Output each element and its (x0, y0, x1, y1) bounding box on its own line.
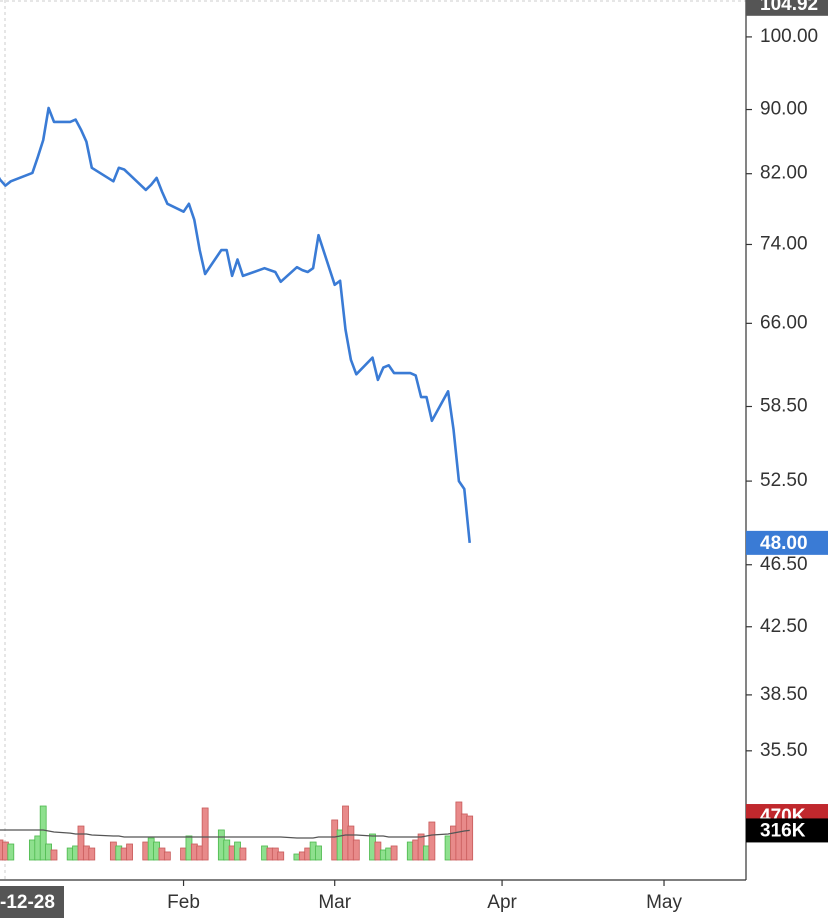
volume-bar (277, 851, 285, 861)
volume-bar (390, 845, 398, 861)
volume-bar (428, 821, 436, 861)
y-tick-label: 38.50 (760, 684, 808, 705)
plot-area (0, 106, 474, 861)
x-tick-label: Mar (318, 892, 351, 913)
price-line (0, 106, 471, 544)
x-tick-label: Feb (167, 892, 200, 913)
value-badge-label: 48.00 (760, 533, 808, 554)
x-tick-label: May (646, 892, 682, 913)
value-badge-label: 316K (760, 820, 806, 841)
volume-bar (88, 847, 96, 861)
volume-bar (352, 839, 360, 861)
value-badge (746, 818, 828, 843)
volume-bar (466, 815, 474, 861)
value-badge (746, 0, 828, 16)
y-tick-label: 74.00 (760, 233, 808, 254)
y-tick-label: 90.00 (760, 99, 808, 120)
x-tick-label: -12-28 (0, 892, 55, 913)
y-tick-label: 46.50 (760, 554, 808, 575)
value-badge-label: 104.92 (760, 0, 818, 15)
volume-bar (239, 847, 247, 861)
volume-bar (163, 851, 171, 861)
x-tick-label: Apr (487, 892, 517, 913)
y-tick-label: 66.00 (760, 312, 808, 333)
y-tick-label: 82.00 (760, 163, 808, 184)
volume-bar (315, 845, 322, 861)
y-tick-label: 35.50 (760, 740, 808, 761)
volume-bar (77, 825, 85, 861)
y-tick-label: 58.50 (760, 396, 808, 417)
volume-ma-line (0, 829, 470, 839)
volume-bar (201, 807, 209, 861)
volume-bar (50, 849, 58, 861)
x-tick-badge (0, 886, 64, 918)
y-tick-label: 100.00 (760, 26, 818, 47)
volume-bar (7, 843, 15, 861)
volume-bar (39, 805, 47, 861)
volume-bar (126, 843, 133, 861)
y-tick-label: 52.50 (760, 470, 808, 491)
value-badge (746, 530, 828, 555)
y-tick-label: 42.50 (760, 616, 808, 637)
